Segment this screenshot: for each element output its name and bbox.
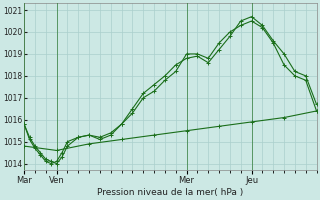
X-axis label: Pression niveau de la mer( hPa ): Pression niveau de la mer( hPa ) [97,188,244,197]
